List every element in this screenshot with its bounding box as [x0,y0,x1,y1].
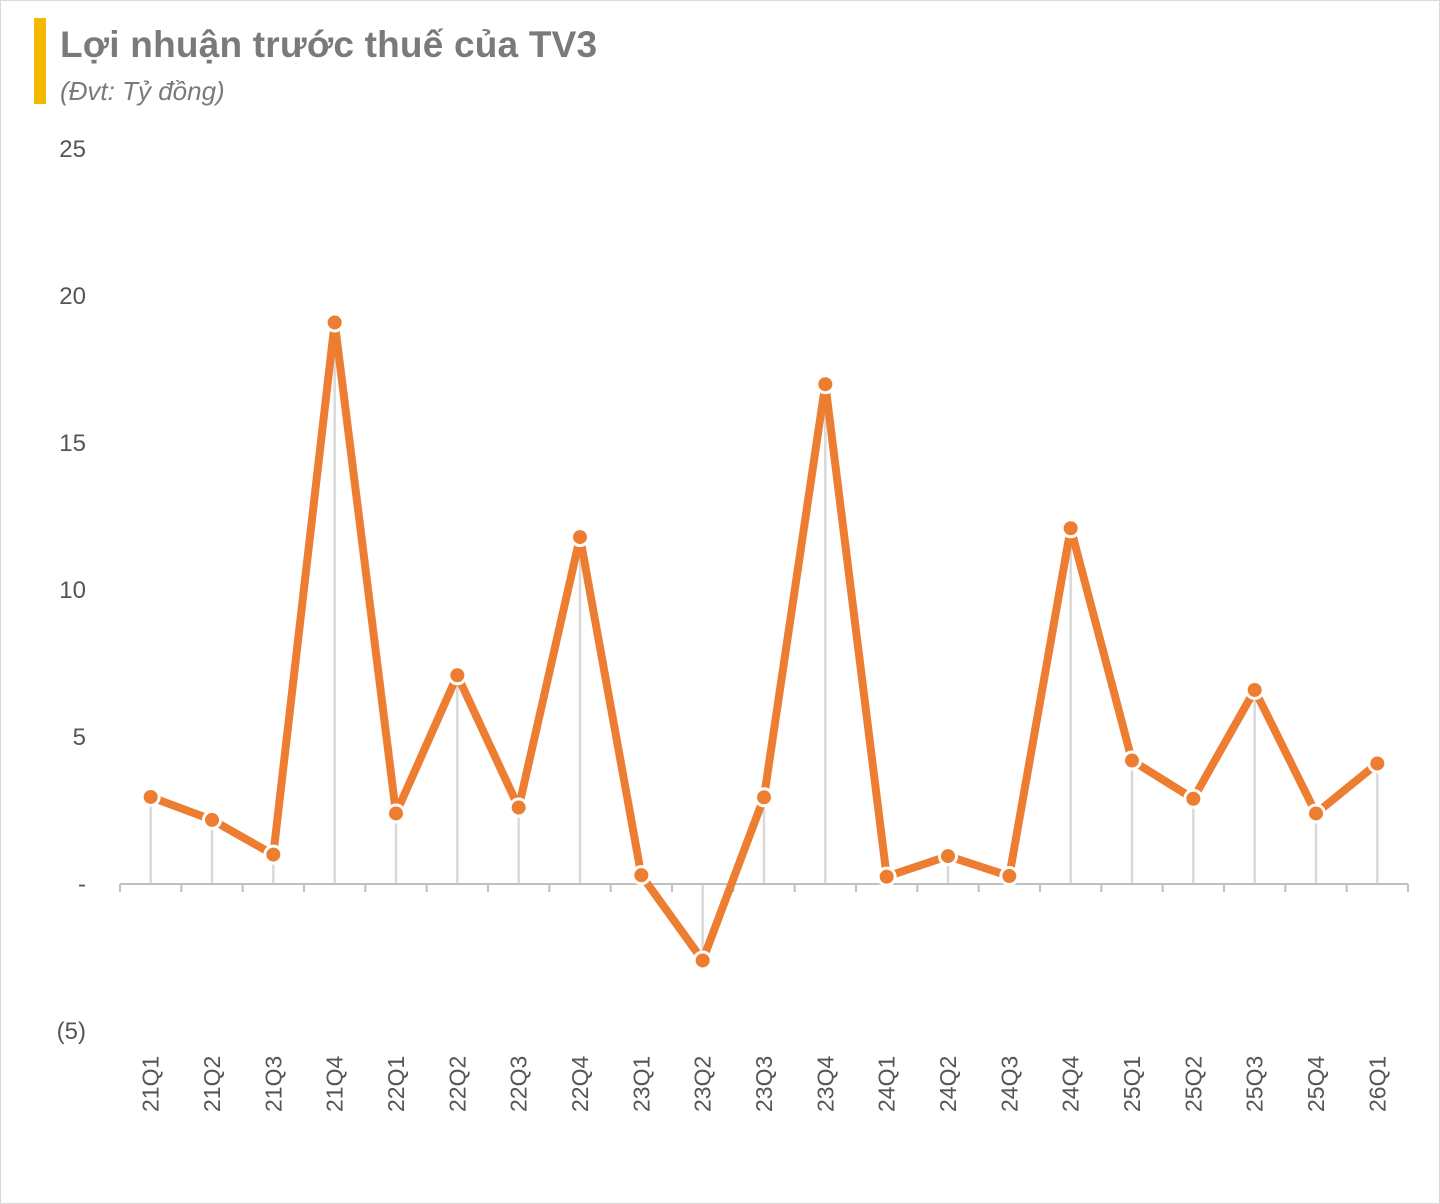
x-tick-label: 26Q1 [1364,1056,1390,1112]
x-tick-label: 23Q3 [751,1056,777,1112]
x-tick-label: 24Q3 [996,1056,1022,1112]
y-tick-label: 10 [59,577,86,604]
data-point-21Q1 [140,786,161,807]
data-point-24Q1 [876,866,897,887]
x-tick-label: 23Q4 [812,1056,838,1112]
y-tick-label: 20 [59,283,86,310]
data-point-23Q4 [815,374,836,395]
x-tick-label: 22Q1 [383,1056,409,1112]
x-tick-label: 25Q2 [1180,1056,1206,1112]
data-point-23Q2 [692,950,713,971]
y-tick-label: (5) [57,1018,86,1045]
y-axis-ticks: (5) - 5 10 15 20 25 [57,136,86,1045]
x-tick-label: 21Q1 [138,1056,164,1112]
y-tick-label: 15 [59,430,86,457]
data-point-25Q4 [1306,803,1326,824]
data-point-22Q4 [570,527,590,548]
drop-lines [149,322,1379,961]
data-point-21Q2 [202,809,222,830]
x-tick-label: 24Q1 [874,1056,900,1112]
data-point-23Q1 [631,865,652,886]
y-tick-label: - [78,871,86,898]
x-tick-label: 24Q2 [935,1056,961,1112]
data-point-24Q4 [1060,518,1081,539]
x-tick-label: 22Q2 [444,1056,470,1112]
data-point-25Q3 [1244,679,1265,700]
series-points [140,312,1388,971]
data-point-25Q2 [1183,788,1204,809]
data-point-21Q3 [263,844,284,865]
data-point-23Q3 [754,787,774,808]
x-tick-label: 23Q1 [628,1056,654,1112]
x-tick-label: 21Q3 [260,1056,286,1112]
y-tick-label: 5 [73,724,86,751]
x-tick-label: 23Q2 [690,1056,716,1112]
x-tick-label: 21Q4 [322,1056,348,1112]
data-point-24Q3 [999,866,1020,887]
title-accent-bar [34,18,46,104]
x-tick-label: 22Q4 [567,1056,593,1112]
x-tick-label: 25Q4 [1303,1056,1329,1112]
x-axis-tick-labels: 21Q1 21Q2 21Q3 21Q4 22Q1 22Q2 22Q3 22Q4 23Q1 23Q2… [138,1056,1391,1112]
x-tick-label: 25Q1 [1119,1056,1145,1112]
x-tick-label: 21Q2 [199,1056,225,1112]
data-point-24Q2 [938,846,958,867]
data-point-21Q4 [324,312,345,333]
x-tick-label: 24Q4 [1058,1056,1084,1112]
y-tick-label: 25 [59,136,86,163]
x-axis [119,883,1409,892]
data-point-22Q3 [508,797,529,818]
chart-subtitle: (Đvt: Tỷ đồng) [60,76,225,106]
data-point-25Q1 [1122,750,1142,771]
data-point-22Q2 [447,665,468,686]
data-point-26Q1 [1367,753,1388,774]
data-point-22Q1 [386,803,406,824]
x-tick-label: 22Q3 [506,1056,532,1112]
x-tick-label: 25Q3 [1242,1056,1268,1112]
chart-title: Lợi nhuận trước thuế của TV3 [60,24,598,65]
